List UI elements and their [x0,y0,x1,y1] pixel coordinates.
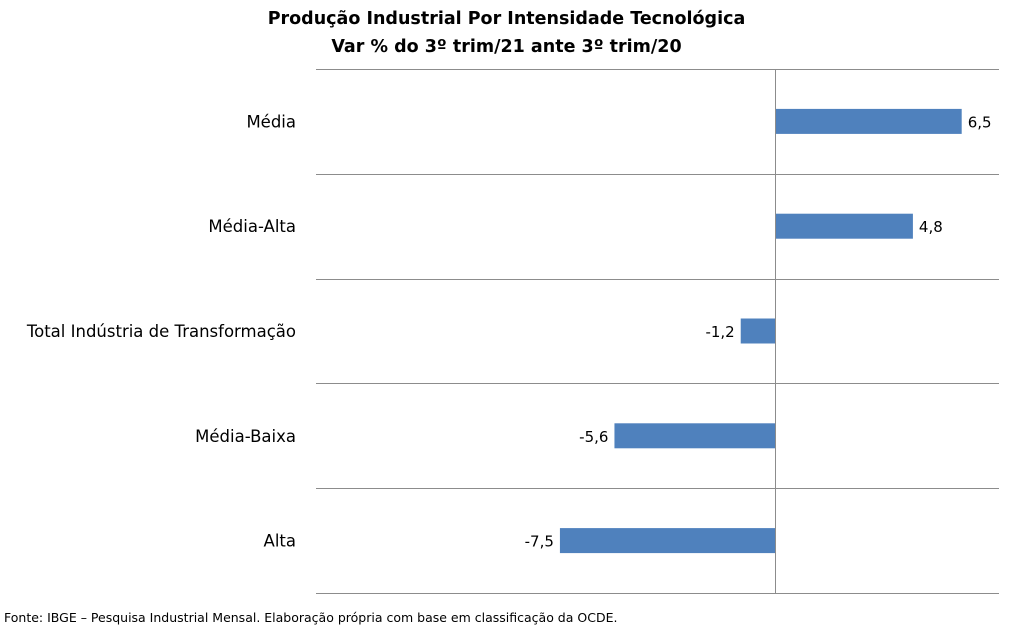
value-label: -1,2 [705,323,734,341]
bar [559,528,776,554]
value-label: -5,6 [579,428,608,446]
value-label: 4,8 [919,218,943,236]
bar [775,213,913,239]
category-label: Média-Baixa [195,427,296,446]
bars [559,108,962,554]
source-note: Fonte: IBGE – Pesquisa Industrial Mensal… [4,610,618,625]
value-label: 6,5 [968,113,992,131]
category-label: Média [246,112,296,131]
value-labels: 6,5 4,8 -1,2 -5,6 -7,5 [525,113,992,550]
category-label: Média-Alta [208,217,296,236]
gridlines [316,69,999,594]
bar [614,423,776,449]
chart-title: Produção Industrial Por Intensidade Tecn… [267,9,746,29]
chart-subtitle: Var % do 3º trim/21 ante 3º trim/20 [331,37,682,57]
category-label: Total Indústria de Transformação [26,322,296,341]
value-label: -7,5 [525,533,554,551]
bar [775,108,962,134]
bar [740,318,776,344]
category-labels: Média Média-Alta Total Indústria de Transf… [26,112,296,550]
category-label: Alta [264,532,296,551]
